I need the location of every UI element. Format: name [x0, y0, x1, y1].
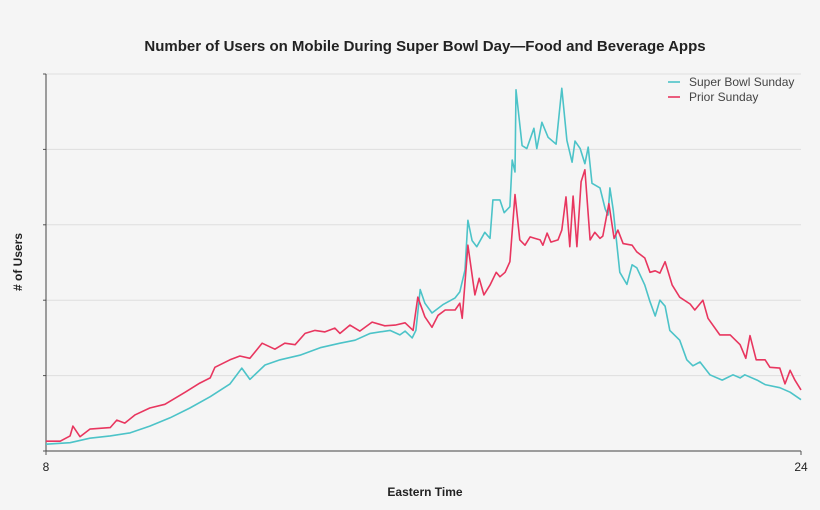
- axes: 8 24: [43, 73, 808, 474]
- series-line-prior-sunday: [46, 169, 802, 442]
- series-lines: [45, 87, 802, 445]
- chart-title: Number of Users on Mobile During Super B…: [144, 38, 706, 55]
- legend-label: Super Bowl Sunday: [689, 75, 794, 89]
- x-tick-label: 8: [43, 460, 50, 474]
- series-line-super-bowl-sunday: [45, 87, 802, 445]
- x-tick-label: 24: [794, 460, 808, 474]
- legend-label: Prior Sunday: [689, 90, 758, 104]
- gridlines: [46, 73, 801, 377]
- x-axis-label: Eastern Time: [387, 485, 463, 499]
